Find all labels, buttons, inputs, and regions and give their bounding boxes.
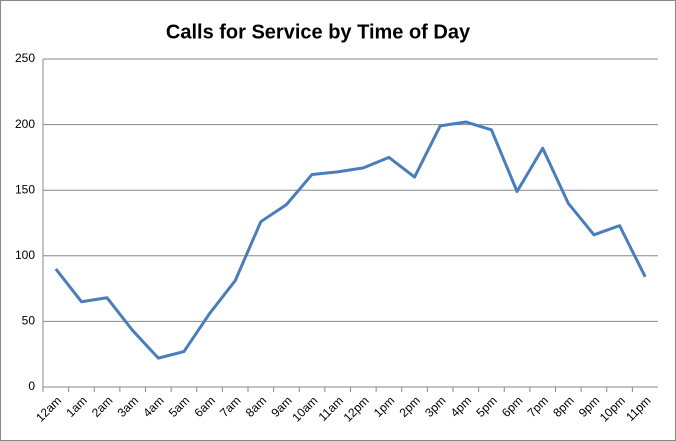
- y-tick-label: 0: [28, 379, 35, 393]
- y-tick-label: 200: [15, 117, 35, 131]
- y-tick-label: 100: [15, 248, 35, 262]
- data-line: [54, 120, 647, 360]
- chart-title: Calls for Service by Time of Day: [166, 21, 471, 43]
- y-tick-label: 50: [22, 314, 36, 328]
- y-tick-label: 150: [15, 182, 35, 196]
- y-tick-label: 250: [15, 51, 35, 65]
